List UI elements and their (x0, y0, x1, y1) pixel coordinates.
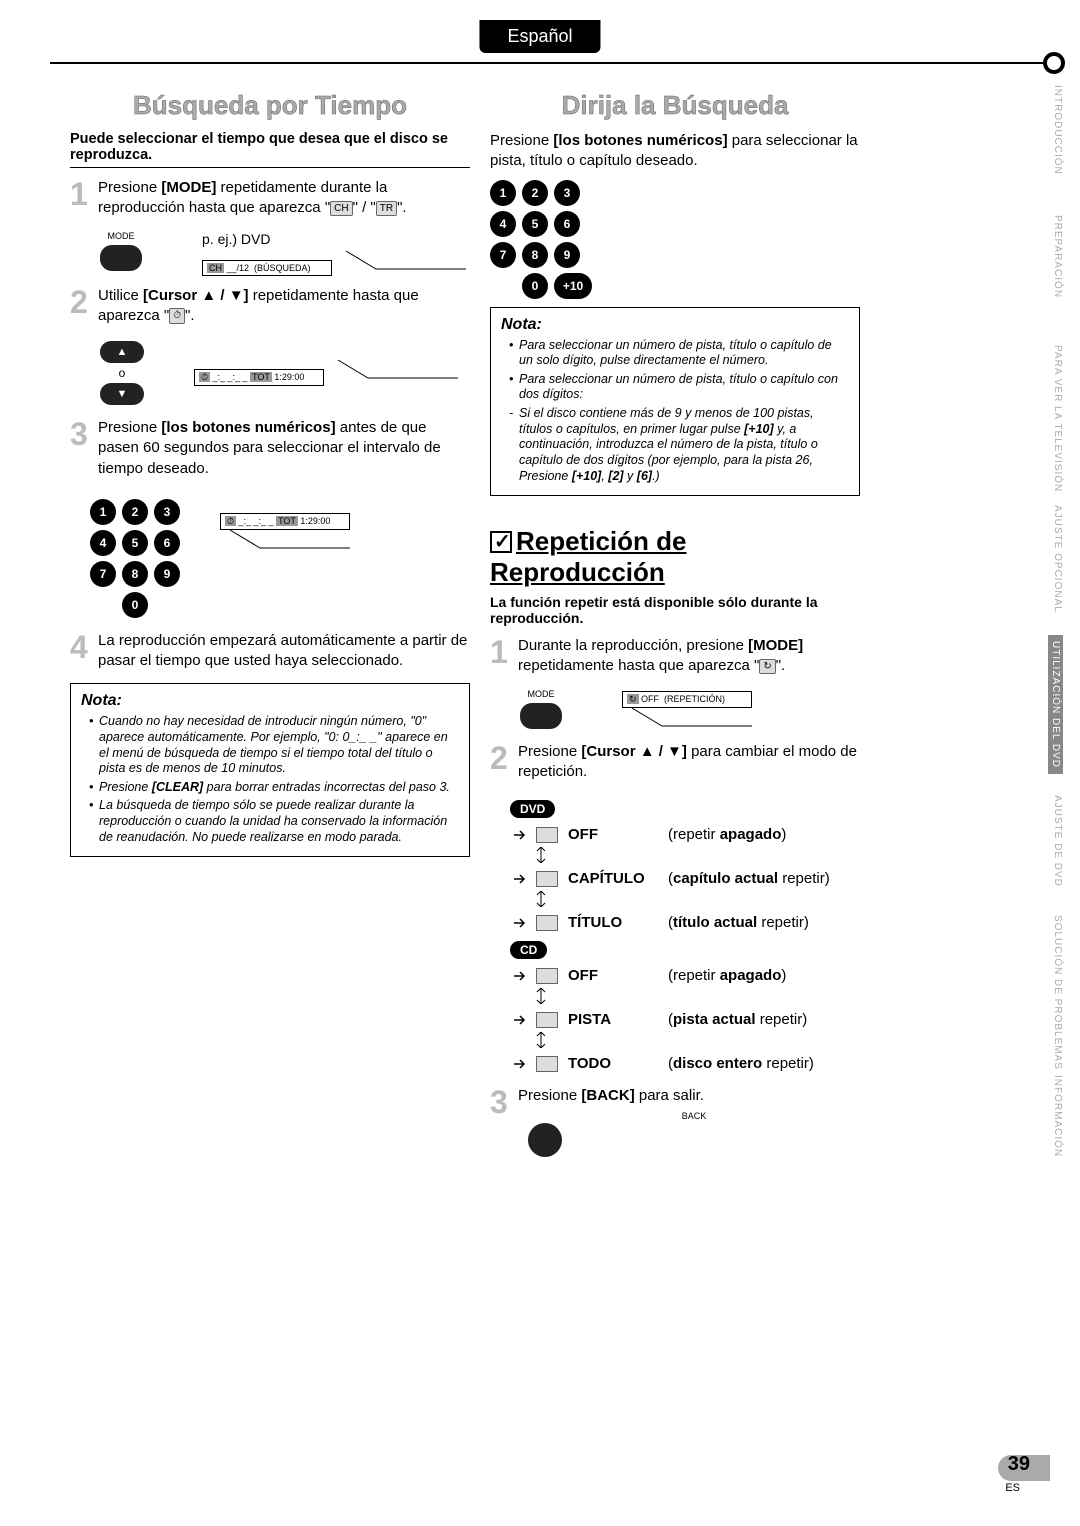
osd-display-2: ⏱ _:_ _:_ _ TOT 1:29:00 (194, 369, 324, 386)
repeat-mode-icon (536, 1056, 558, 1072)
mode-button-graphic (100, 245, 142, 271)
callout-line (336, 251, 466, 271)
cd-label: CD (510, 941, 547, 959)
repeat-row: TODO (disco entero repetir) (530, 1051, 860, 1076)
step-2: 2 Utilice [Cursor ▲ / ▼] repetidamente h… (70, 286, 470, 327)
page-lang-code: ES (1005, 1482, 1020, 1494)
note-list: Para seleccionar un número de pista, tít… (501, 338, 849, 485)
clock-icon: ⏱ (169, 308, 185, 324)
page-number: 39 (1008, 1453, 1030, 1476)
section-title-time-search: Búsqueda por Tiempo (70, 90, 470, 121)
side-nav-item: SOLUCIÓN DE PROBLEMAS (1052, 915, 1063, 1070)
cursor-up-graphic: ▲ (100, 341, 144, 363)
section-title-direct-search: Dirija la Búsqueda (490, 90, 860, 121)
side-nav-item: AJUSTE OPCIONAL (1052, 505, 1063, 613)
step-4: 4 La reproducción empezará automáticamen… (70, 631, 470, 672)
step-number: 2 (70, 286, 92, 327)
repeat-row: PISTA (pista actual repetir) (530, 1007, 860, 1032)
repeat-row: OFF (repetir apagado) (530, 822, 860, 847)
language-tab: Español (479, 20, 600, 53)
back-button-graphic (528, 1123, 562, 1157)
side-nav-item: PREPARACIÓN (1052, 215, 1063, 298)
step-number: 4 (70, 631, 92, 672)
header-circle (1043, 52, 1065, 74)
note-box-right: Nota: Para seleccionar un número de pist… (490, 307, 860, 497)
step-number: 1 (70, 178, 92, 219)
osd-display-1: CH CH __/12 (BÚSQUEDA)__/12 (BÚSQUEDA) (202, 260, 332, 276)
cursor-down-graphic: ▼ (100, 383, 144, 405)
tr-icon: TR (376, 201, 397, 217)
note-label: Nota: (81, 692, 459, 710)
repeat-mode-icon (536, 915, 558, 931)
side-nav-item: AJUSTE DE DVD (1052, 795, 1063, 887)
repeat-subtitle: La función repetir está disponible sólo … (490, 594, 860, 626)
repeat-modes-cd: OFF (repetir apagado) PISTA (pista actua… (490, 963, 860, 1076)
note-list: Cuando no hay necesidad de introducir ni… (81, 714, 459, 845)
keypad-graphic: 123 456 789 0 (90, 499, 180, 623)
repeat-step-1: 1 Durante la reproducción, presione [MOD… (490, 636, 860, 677)
note-box-left: Nota: Cuando no hay necesidad de introdu… (70, 683, 470, 857)
repeat-step-2: 2 Presione [Cursor ▲ / ▼] para cambiar e… (490, 742, 860, 783)
note-label: Nota: (501, 316, 849, 334)
osd-display-3: ⏱ _:_ _:_ _ TOT 1:29:00 (220, 513, 350, 530)
side-nav-item: INTRODUCCIÓN (1052, 85, 1063, 175)
step-3: 3 Presione [los botones numéricos] antes… (70, 418, 470, 479)
back-label: BACK (528, 1110, 860, 1122)
repeat-mode-icon (536, 1012, 558, 1028)
step-1: 1 Presione [MODE] repetidamente durante … (70, 178, 470, 219)
repeat-row: OFF (repetir apagado) (530, 963, 860, 988)
side-nav-item: UTILIZACIÓN DEL DVD (1048, 635, 1063, 774)
repeat-modes-dvd: OFF (repetir apagado) CAPÍTULO (capítulo… (490, 822, 860, 935)
example-label: p. ej.) DVD (202, 231, 466, 247)
mode-label: MODE (100, 231, 142, 241)
intro-text: Puede seleccionar el tiempo que desea qu… (70, 131, 470, 168)
repeat-row: TÍTULO (título actual repetir) (530, 910, 860, 935)
mode-label: MODE (520, 689, 562, 699)
callout-line (328, 360, 458, 380)
side-nav-item: PARA VER LA TELEVISIÓN (1052, 345, 1063, 492)
repeat-icon: ↻ (759, 659, 775, 675)
checkbox-icon (490, 531, 512, 553)
repeat-mode-icon (536, 827, 558, 843)
or-label: o (100, 366, 144, 380)
repeat-mode-icon (536, 871, 558, 887)
keypad-graphic-right: 123 456 789 0+10 (490, 180, 860, 299)
ch-icon: CH (330, 201, 352, 217)
callout-line (622, 708, 752, 728)
repeat-step-3: 3 Presione [BACK] para salir. BACK (490, 1086, 860, 1156)
callout-line (220, 530, 350, 550)
step-number: 3 (70, 418, 92, 479)
mode-button-graphic (520, 703, 562, 729)
step-number: 3 (490, 1086, 512, 1156)
header-rule (50, 62, 1050, 64)
section-title-repeat: Repetición de Reproducción (490, 526, 860, 588)
direct-search-text: Presione [los botones numéricos] para se… (490, 131, 860, 172)
osd-display-repeat: ↻ OFF (REPETICIÓN) (622, 691, 752, 708)
repeat-row: CAPÍTULO (capítulo actual repetir) (530, 866, 860, 891)
side-nav-item: INFORMACIÓN (1052, 1075, 1063, 1157)
dvd-label: DVD (510, 800, 555, 818)
repeat-mode-icon (536, 968, 558, 984)
step-number: 2 (490, 742, 512, 783)
step-number: 1 (490, 636, 512, 677)
